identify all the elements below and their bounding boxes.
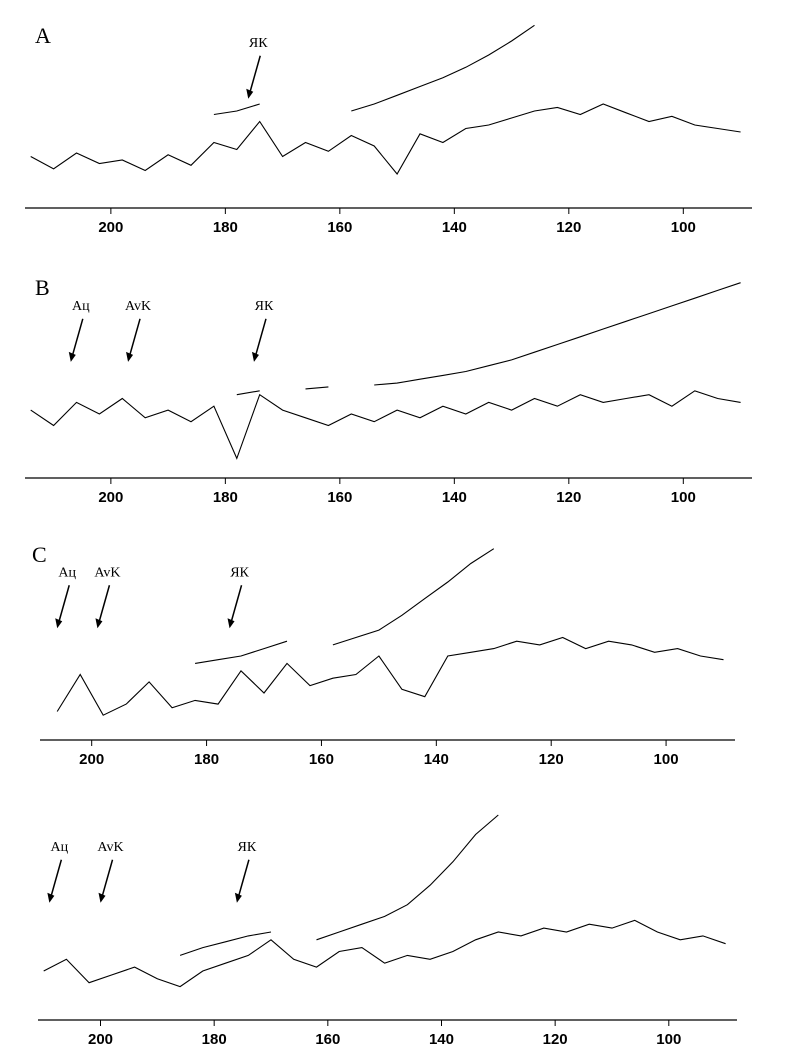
- x-tick-label: 120: [556, 489, 581, 506]
- panel-label: B: [35, 275, 50, 300]
- arrow-shaft: [229, 585, 243, 625]
- integral-curve: [213, 24, 535, 116]
- x-tick-label: 200: [79, 751, 104, 768]
- arrow-shaft: [71, 318, 84, 359]
- x-tick-label: 100: [671, 219, 696, 236]
- annotation: ЯК: [238, 840, 257, 855]
- arrow-head: [227, 618, 235, 629]
- x-tick-label: 200: [98, 489, 123, 506]
- x-tick-label: 200: [98, 219, 123, 236]
- x-tick-label: 100: [656, 1031, 681, 1048]
- x-tick-label: 160: [309, 751, 334, 768]
- annotation: Ац: [72, 299, 90, 314]
- arrow-head: [68, 351, 76, 362]
- annotation: ЯК: [249, 36, 268, 51]
- x-tick-label: 180: [194, 751, 219, 768]
- annotation: AvK: [97, 840, 123, 855]
- spectrum: [56, 636, 724, 716]
- x-tick-label: 140: [429, 1031, 454, 1048]
- arrow-head: [251, 351, 259, 362]
- spectrum: [30, 390, 741, 460]
- annotation: Ац: [51, 840, 69, 855]
- integral-curve: [195, 548, 495, 664]
- x-tick-label: 160: [327, 219, 352, 236]
- x-tick-label: 120: [543, 1031, 568, 1048]
- annotation: AvK: [125, 299, 151, 314]
- x-tick-label: 160: [327, 489, 352, 506]
- integral-curve: [179, 814, 499, 956]
- arrow-head: [246, 88, 254, 99]
- arrow-shaft: [100, 859, 114, 899]
- annotation: ЯК: [230, 565, 249, 580]
- spectrum: [43, 919, 726, 988]
- x-tick-label: 100: [671, 489, 696, 506]
- arrow-head: [47, 892, 55, 903]
- panel-label: A: [35, 23, 51, 48]
- arrow-shaft: [57, 585, 70, 625]
- arrow-shaft: [97, 585, 111, 625]
- x-tick-label: 120: [539, 751, 564, 768]
- arrow-shaft: [248, 55, 261, 95]
- x-tick-label: 140: [424, 751, 449, 768]
- arrow-head: [98, 892, 106, 903]
- annotation: AvK: [94, 565, 120, 580]
- panel-label: C: [32, 542, 47, 567]
- x-tick-label: 160: [315, 1031, 340, 1048]
- annotation: Ац: [58, 565, 76, 580]
- x-tick-label: 180: [213, 489, 238, 506]
- x-tick-label: 120: [556, 219, 581, 236]
- x-tick-label: 200: [88, 1031, 113, 1048]
- x-tick-label: 100: [654, 751, 679, 768]
- arrow-shaft: [49, 859, 63, 899]
- arrow-shaft: [254, 318, 267, 359]
- integral-curve: [236, 282, 741, 396]
- arrow-head: [95, 618, 103, 629]
- arrow-head: [126, 351, 134, 362]
- x-tick-label: 140: [442, 489, 467, 506]
- spectrum: [30, 103, 741, 175]
- arrow-shaft: [237, 859, 250, 899]
- x-tick-label: 180: [202, 1031, 227, 1048]
- arrow-shaft: [128, 318, 141, 359]
- arrow-head: [234, 892, 242, 903]
- x-tick-label: 140: [442, 219, 467, 236]
- annotation: ЯК: [255, 299, 274, 314]
- x-tick-label: 180: [213, 219, 238, 236]
- arrow-head: [55, 618, 63, 629]
